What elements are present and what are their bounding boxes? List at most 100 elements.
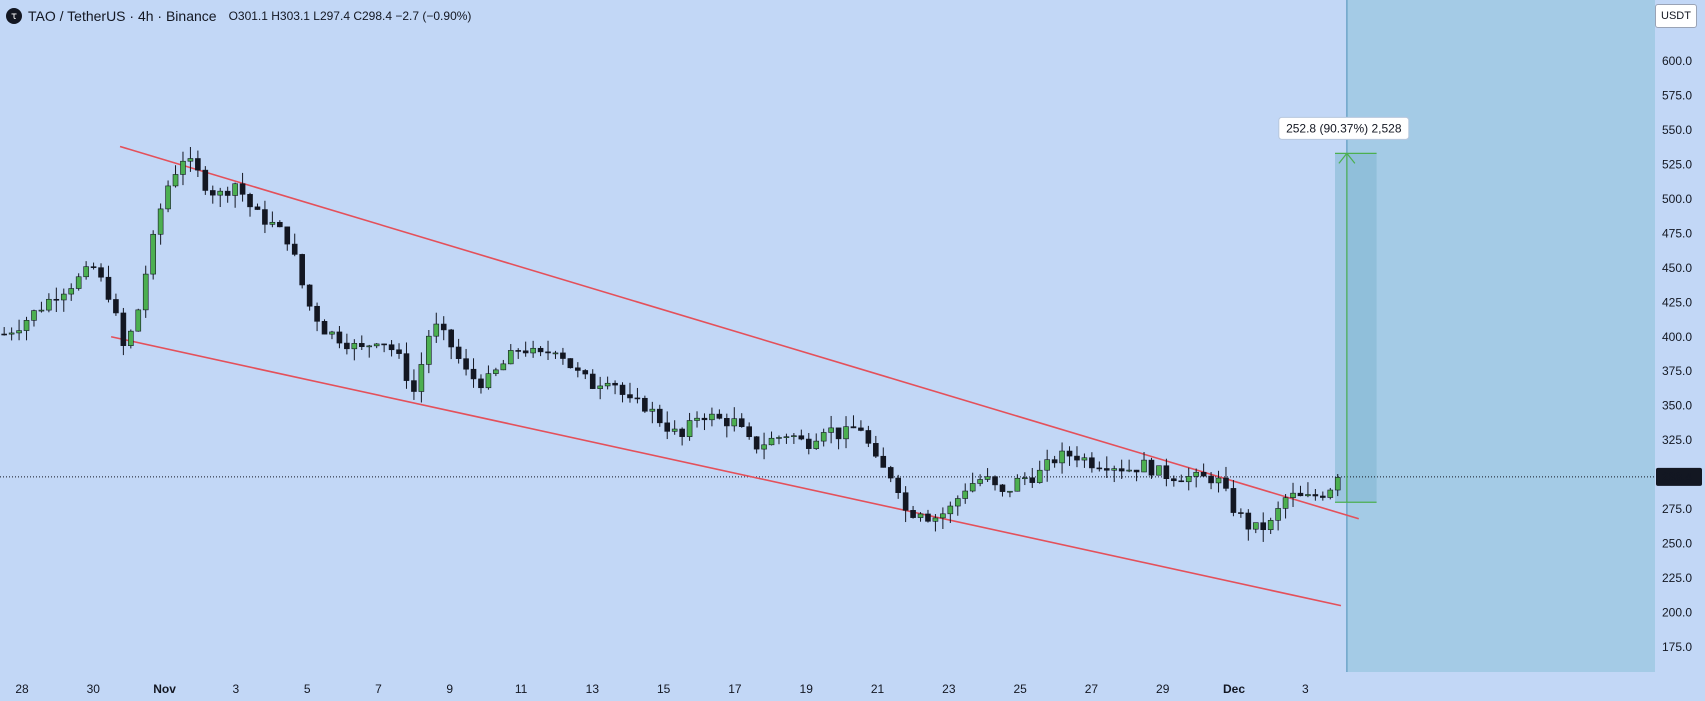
candle-up xyxy=(16,330,22,334)
candle-down xyxy=(470,368,477,380)
candle-down xyxy=(277,221,283,228)
candle-up xyxy=(597,385,603,389)
candle-down xyxy=(344,342,350,350)
candle-down xyxy=(1066,450,1073,457)
candle-up xyxy=(128,330,134,346)
candle-down xyxy=(1171,478,1177,482)
candle-up xyxy=(165,185,171,210)
candle-down xyxy=(1208,475,1214,484)
candle-down xyxy=(589,373,596,389)
candle-down xyxy=(291,243,298,255)
x-tick-label: 3 xyxy=(233,682,240,696)
candle-up xyxy=(187,158,194,162)
candle-down xyxy=(448,329,454,348)
x-tick-label: 27 xyxy=(1085,682,1099,696)
candle-up xyxy=(150,233,156,275)
x-tick-label: 7 xyxy=(375,682,382,696)
candle-down xyxy=(1178,480,1185,483)
x-tick-label: 19 xyxy=(800,682,814,696)
candle-down xyxy=(53,298,60,301)
candle-down xyxy=(224,190,231,196)
y-tick-label: 550.0 xyxy=(1662,123,1692,137)
candle-down xyxy=(1312,494,1319,497)
candle-down xyxy=(887,467,894,479)
candle-down xyxy=(1200,471,1207,477)
candle-up xyxy=(1334,477,1341,491)
candle-down xyxy=(664,422,671,432)
candle-up xyxy=(83,266,89,278)
candle-down xyxy=(880,455,887,468)
candle-up xyxy=(969,483,976,492)
x-tick-label: 5 xyxy=(304,682,311,696)
candle-down xyxy=(98,267,104,278)
candle-down xyxy=(463,358,469,370)
candle-down xyxy=(105,276,112,300)
candle-down xyxy=(1089,457,1095,469)
y-tick-label: 425.0 xyxy=(1662,295,1692,309)
candle-up xyxy=(761,444,767,450)
candle-down xyxy=(247,194,253,208)
x-tick-label: 15 xyxy=(657,682,671,696)
candle-down xyxy=(902,492,909,511)
candle-down xyxy=(262,209,268,225)
candle-down xyxy=(478,378,484,389)
y-axis-ticks: 600.0 575.0 550.0 525.0 500.0 475.0 450.0 425.0… xyxy=(1662,54,1692,654)
target-projection-box xyxy=(1335,153,1377,503)
candle-down xyxy=(835,427,842,440)
candle-up xyxy=(1036,469,1043,483)
candle-down xyxy=(1103,468,1110,471)
x-tick-label: 29 xyxy=(1156,682,1170,696)
y-tick-label: 475.0 xyxy=(1662,226,1692,240)
trendline xyxy=(110,335,1342,607)
candle-up xyxy=(1252,522,1259,530)
candle-up xyxy=(1327,489,1334,498)
tao-coin-icon: τ xyxy=(6,8,22,24)
x-tick-label: 3 xyxy=(1302,682,1309,696)
candle-down xyxy=(575,367,581,371)
x-axis-ticks: 28 30 Nov 3 5 7 9 11 13 15 17 19 21 23 25 27 29 Dec 3 xyxy=(15,682,1309,696)
candle-down xyxy=(120,312,127,346)
x-tick-label: 30 xyxy=(87,682,101,696)
candle-down xyxy=(1238,512,1244,514)
candle-down xyxy=(515,350,522,352)
candle-up xyxy=(1007,490,1013,493)
x-tick-label: 25 xyxy=(1013,682,1027,696)
candle-up xyxy=(552,352,559,355)
candle-up xyxy=(418,364,425,392)
trendlines-group xyxy=(110,145,1359,607)
candles-group xyxy=(1,146,1341,542)
candle-down xyxy=(239,183,246,195)
candle-up xyxy=(8,332,15,335)
candle-up xyxy=(686,420,693,437)
candle-down xyxy=(195,158,201,171)
candle-down xyxy=(209,190,216,196)
candle-up xyxy=(1193,471,1199,477)
candle-down xyxy=(411,380,417,392)
candle-up xyxy=(180,160,186,175)
projection-label-tag: 252.8 (90.37%) 2,528 xyxy=(1278,116,1410,140)
candle-up xyxy=(940,513,946,519)
price-axis-panel[interactable] xyxy=(1655,0,1705,701)
candle-up xyxy=(820,432,827,442)
x-tick-label: 13 xyxy=(586,682,600,696)
candle-down xyxy=(999,484,1006,492)
candle-down xyxy=(299,254,305,286)
y-tick-label: 250.0 xyxy=(1662,537,1692,551)
currency-unit-button[interactable]: USDT xyxy=(1655,4,1697,28)
x-tick-label: 21 xyxy=(871,682,885,696)
candle-down xyxy=(1,333,7,336)
candle-up xyxy=(1215,477,1222,484)
candle-down xyxy=(388,344,395,351)
candle-down xyxy=(396,349,402,354)
candle-down xyxy=(716,413,723,419)
symbol-title[interactable]: TAO / TetherUS · 4h · Binance xyxy=(28,8,217,24)
candle-down xyxy=(1223,477,1229,489)
projection-label: 252.8 (90.37%) 2,528 xyxy=(1286,121,1402,135)
candle-up xyxy=(172,174,179,187)
candle-down xyxy=(738,418,745,427)
x-tick-label: 17 xyxy=(728,682,742,696)
candle-down xyxy=(701,417,708,421)
candle-down xyxy=(90,266,97,268)
candle-down xyxy=(627,394,633,399)
